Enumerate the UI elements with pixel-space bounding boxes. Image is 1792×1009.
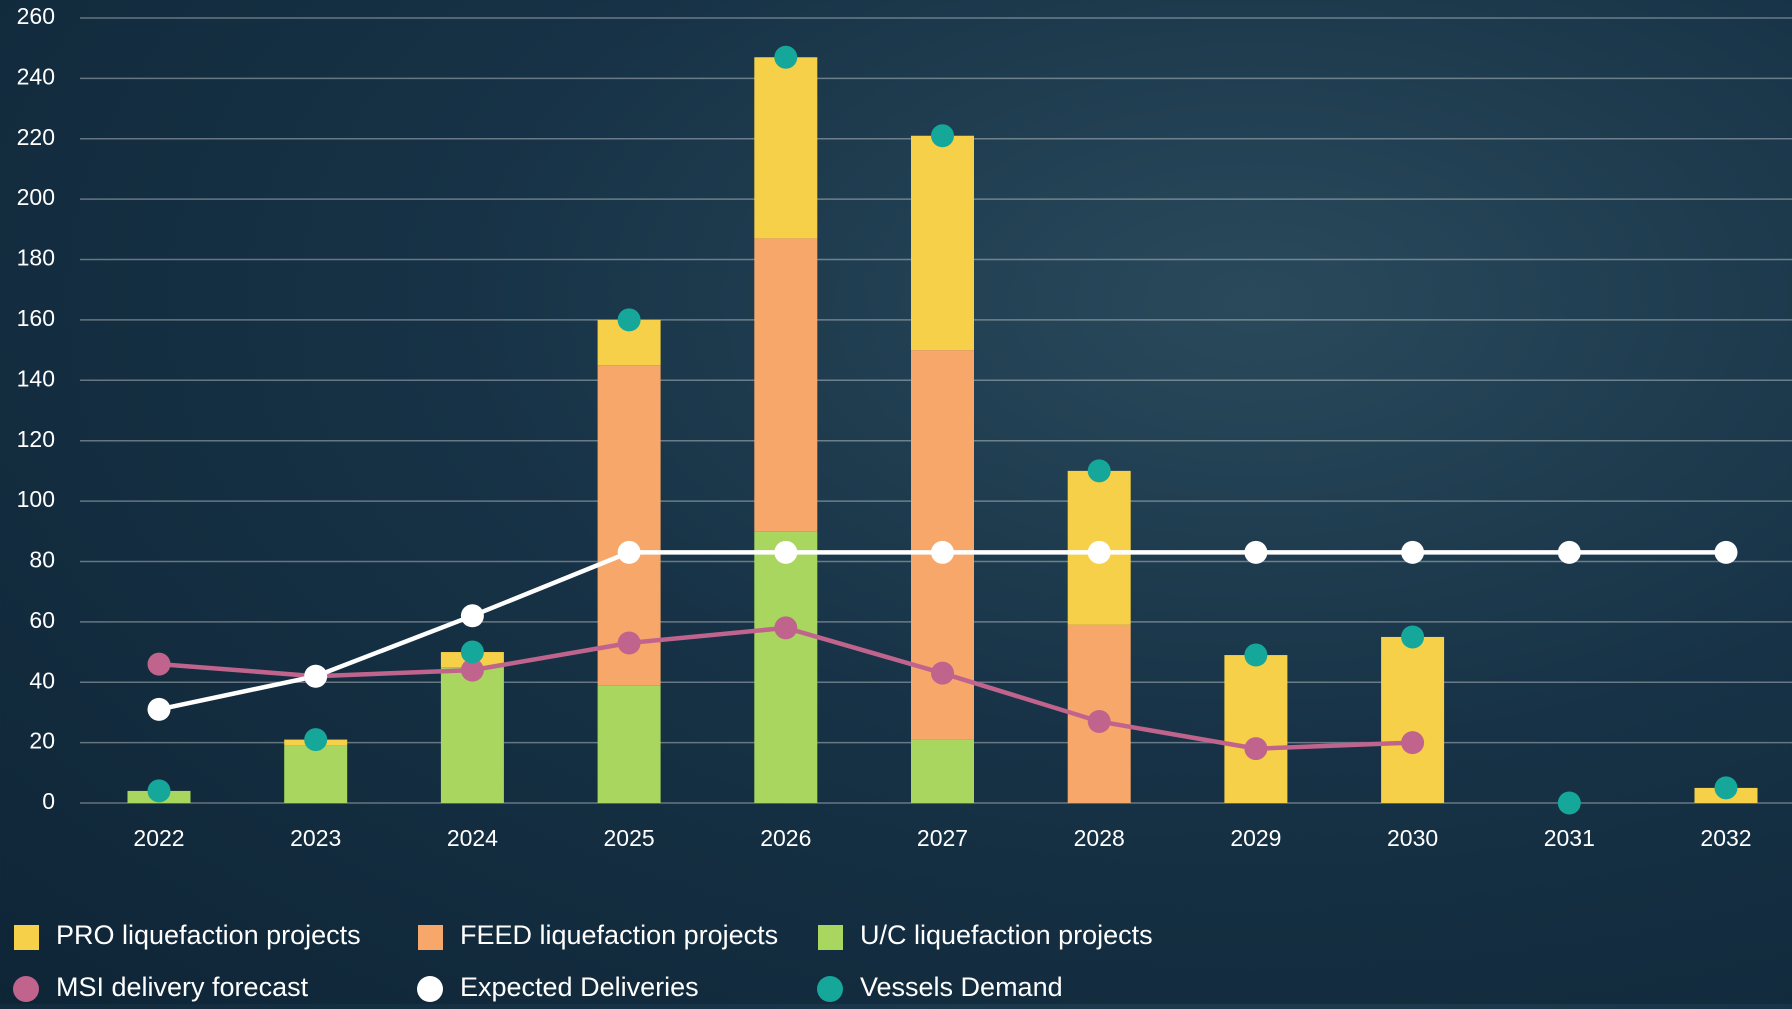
x-tick-label: 2023 (290, 825, 341, 851)
line-marker (1558, 541, 1581, 564)
x-tick-label: 2024 (447, 825, 498, 851)
x-tick-label: 2030 (1387, 825, 1438, 851)
legend-label: PRO liquefaction projects (56, 920, 361, 950)
scatter-point (1401, 625, 1424, 648)
scatter-point (461, 641, 484, 664)
scatter-point (618, 308, 641, 331)
bar-segment (754, 57, 817, 238)
line-marker (618, 631, 641, 654)
x-tick-label: 2027 (917, 825, 968, 851)
x-tick-label: 2031 (1544, 825, 1595, 851)
legend-label: Expected Deliveries (460, 972, 699, 1002)
x-tick-label: 2032 (1700, 825, 1751, 851)
x-tick-label: 2026 (760, 825, 811, 851)
scatter-point (931, 124, 954, 147)
x-tick-label: 2028 (1074, 825, 1125, 851)
y-tick-label: 40 (29, 667, 55, 693)
bar-segment (1224, 655, 1287, 803)
chart: 0 20 40 60 80 100 120 140 160 180 200 220 240 260 2022… (0, 0, 1792, 1004)
y-tick-label: 260 (17, 3, 55, 29)
scatter-point (148, 779, 171, 802)
legend-label: U/C liquefaction projects (860, 920, 1153, 950)
y-tick-label: 100 (17, 486, 55, 512)
y-tick-label: 120 (17, 426, 55, 452)
bar-segment (754, 238, 817, 531)
y-tick-label: 180 (17, 245, 55, 271)
line-marker (1244, 541, 1267, 564)
scatter-point (1244, 644, 1267, 667)
line-marker (461, 604, 484, 627)
line-marker (774, 541, 797, 564)
line-marker (774, 616, 797, 639)
legend-label: MSI delivery forecast (56, 972, 309, 1002)
legend-swatch (417, 976, 443, 1002)
bar-segment (911, 136, 974, 350)
bar-segment (598, 685, 661, 803)
bar-segment (754, 531, 817, 803)
legend-swatch (418, 925, 443, 950)
legend-swatch (13, 976, 39, 1002)
line-marker (1401, 731, 1424, 754)
line-marker (148, 698, 171, 721)
scatter-point (1715, 776, 1738, 799)
scatter-point (304, 728, 327, 751)
y-tick-label: 60 (29, 607, 55, 633)
bar-segment (1381, 637, 1444, 803)
y-tick-label: 160 (17, 305, 55, 331)
x-tick-label: 2025 (604, 825, 655, 851)
x-tick-label: 2022 (133, 825, 184, 851)
line-marker (304, 665, 327, 688)
line-marker (618, 541, 641, 564)
page: 0 20 40 60 80 100 120 140 160 180 200 220 240 260 2022… (0, 0, 1792, 1004)
bar-segment (441, 667, 504, 803)
line-marker (148, 653, 171, 676)
x-tick-label: 2029 (1230, 825, 1281, 851)
legend-label: FEED liquefaction projects (460, 920, 778, 950)
line-marker (931, 541, 954, 564)
line-marker (1088, 710, 1111, 733)
y-tick-label: 140 (17, 365, 55, 391)
line-marker (1088, 541, 1111, 564)
y-tick-label: 220 (17, 124, 55, 150)
legend-swatch (818, 925, 843, 950)
legend-swatch (817, 976, 843, 1002)
legend-swatch (14, 925, 39, 950)
bar-segment (911, 740, 974, 803)
y-tick-label: 240 (17, 63, 55, 89)
line-marker (1244, 737, 1267, 760)
scatter-point (1088, 459, 1111, 482)
legend-label: Vessels Demand (860, 972, 1063, 1002)
scatter-point (1558, 792, 1581, 815)
y-tick-label: 80 (29, 547, 55, 573)
y-tick-label: 20 (29, 728, 55, 754)
line-marker (1401, 541, 1424, 564)
bar-segment (284, 746, 347, 803)
line-marker (931, 662, 954, 685)
line-marker (1715, 541, 1738, 564)
scatter-point (774, 46, 797, 69)
y-tick-label: 200 (17, 184, 55, 210)
y-tick-label: 0 (42, 788, 55, 814)
